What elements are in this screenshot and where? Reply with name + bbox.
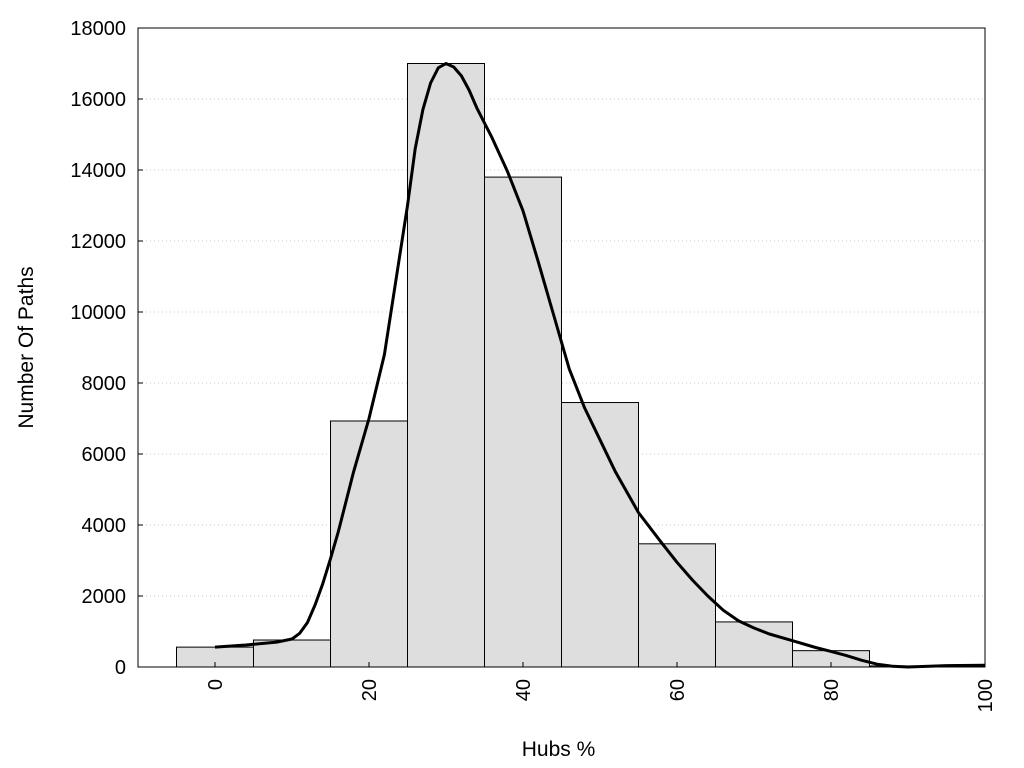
y-tick-label-3: 6000 — [82, 444, 127, 466]
plot-frame — [137, 27, 986, 668]
y-tick-label-5: 10000 — [70, 302, 126, 324]
x-tick-label-4: 80 — [821, 679, 843, 701]
y-tick-label-7: 14000 — [70, 160, 126, 182]
y-tick-label-0: 0 — [115, 657, 126, 679]
y-tick-label-4: 8000 — [82, 373, 127, 395]
y-tick-label-2: 4000 — [82, 515, 127, 537]
x-tick-label-1: 20 — [359, 679, 381, 701]
y-tick-label-6: 12000 — [70, 231, 126, 253]
histogram-bar-3 — [407, 63, 485, 668]
x-tick-label-3: 60 — [667, 679, 689, 701]
x-tick-label-2: 40 — [513, 679, 535, 701]
x-axis-label: Hubs % — [522, 738, 596, 761]
y-axis-label: Number Of Paths — [15, 266, 38, 428]
y-tick-label-8: 16000 — [70, 89, 126, 111]
histogram-bars — [176, 63, 986, 668]
histogram-bar-4 — [484, 176, 562, 668]
density-curve — [214, 62, 986, 669]
x-tick-label-5: 100 — [975, 679, 997, 712]
histogram-bar-2 — [330, 420, 408, 668]
x-tick-label-0: 0 — [205, 679, 227, 690]
y-tick-label-1: 2000 — [82, 586, 127, 608]
y-axis-ticks: 0 2000 4000 6000 8000 10000 12000 14000 16000 180… — [70, 18, 143, 679]
histogram-bar-5 — [561, 402, 639, 668]
x-axis-ticks: 0 20 40 60 80 100 — [205, 662, 997, 712]
y-tick-label-9: 18000 — [70, 18, 126, 40]
